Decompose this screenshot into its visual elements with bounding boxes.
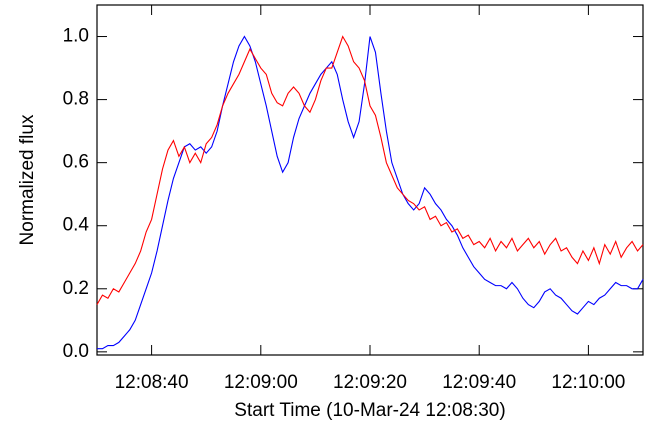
y-axis-label: Normalized flux xyxy=(17,114,38,245)
y-tick-label: 0.4 xyxy=(63,215,90,236)
x-tick-label: 12:09:40 xyxy=(442,372,516,393)
series-line xyxy=(97,35,644,350)
y-tick-label: 0.2 xyxy=(63,278,89,299)
y-tick-label: 0.6 xyxy=(63,152,89,173)
x-tick-label: 12:08:40 xyxy=(115,372,189,393)
x-tick-label: 12:10:00 xyxy=(551,372,625,393)
x-tick-label: 12:09:20 xyxy=(333,372,407,393)
y-tick-label: 0.0 xyxy=(63,341,89,362)
series-line xyxy=(96,35,644,305)
y-tick-label: 1.0 xyxy=(63,26,89,47)
plot-frame xyxy=(96,4,644,356)
x-axis-label: Start Time (10-Mar-24 12:08:30) xyxy=(234,400,505,421)
x-tick-label: 12:09:00 xyxy=(224,372,298,393)
y-tick-label: 0.8 xyxy=(63,89,89,110)
